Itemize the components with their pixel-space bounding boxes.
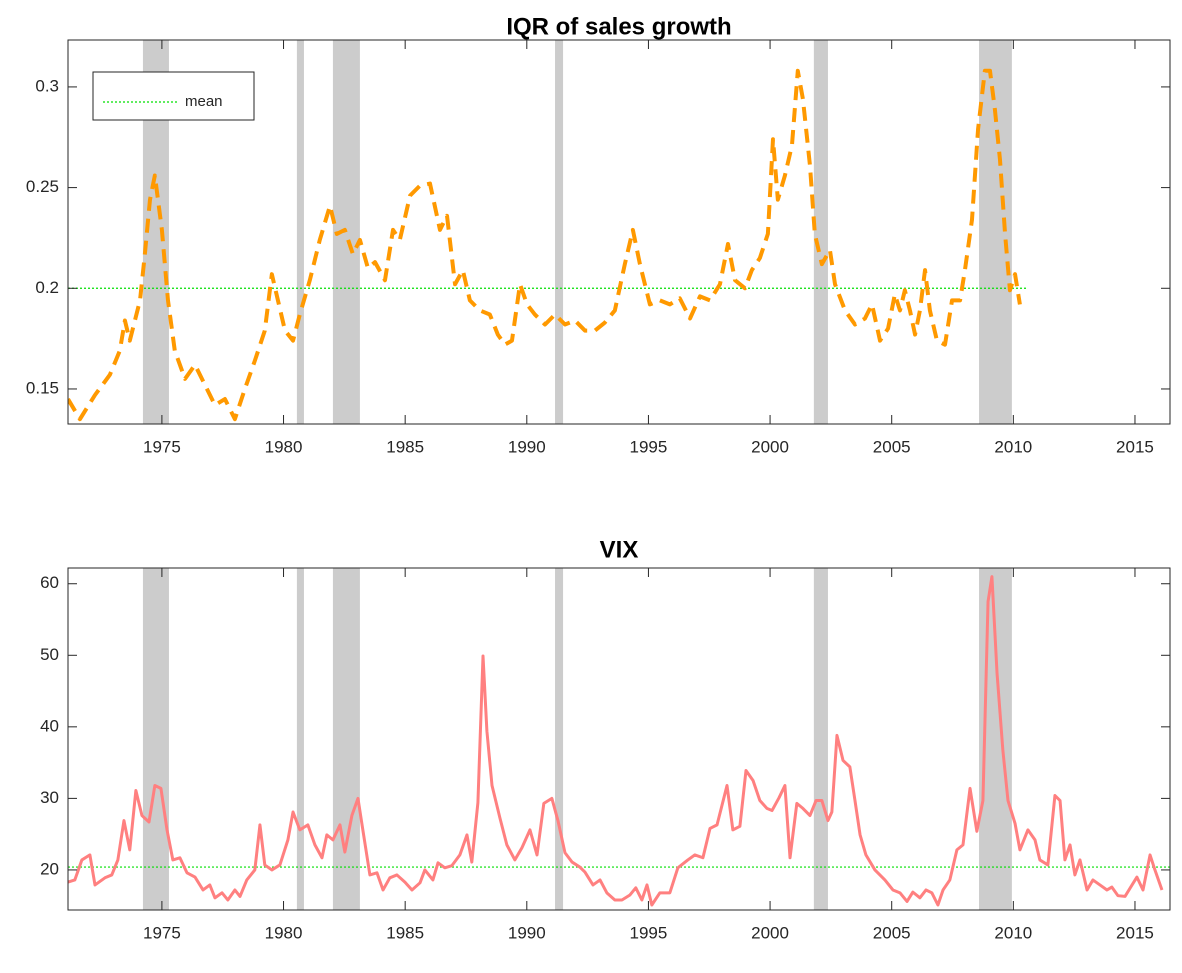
x-tick-label: 1995 bbox=[630, 437, 668, 456]
recession-band bbox=[332, 568, 360, 910]
x-tick-label: 1975 bbox=[143, 437, 181, 456]
x-tick-label: 2010 bbox=[994, 437, 1032, 456]
chart-title: IQR of sales growth bbox=[506, 13, 731, 40]
x-tick-label: 1985 bbox=[386, 437, 424, 456]
y-tick-label: 0.15 bbox=[26, 378, 59, 397]
x-tick-label: 2005 bbox=[873, 923, 911, 942]
y-tick-label: 30 bbox=[40, 788, 59, 807]
recession-band bbox=[555, 568, 564, 910]
data-line bbox=[68, 575, 1164, 907]
y-tick-label: 50 bbox=[40, 645, 59, 664]
legend-label: mean bbox=[185, 93, 223, 110]
recession-band bbox=[979, 40, 1012, 424]
x-tick-label: 2015 bbox=[1116, 437, 1154, 456]
x-tick-label: 1980 bbox=[265, 923, 303, 942]
axes-box bbox=[67, 567, 1171, 911]
data-line bbox=[68, 68, 1022, 422]
y-tick-label: 0.25 bbox=[26, 177, 59, 196]
y-tick-label: 20 bbox=[40, 859, 59, 878]
recession-band bbox=[813, 568, 828, 910]
y-tick-label: 60 bbox=[40, 573, 59, 592]
x-tick-label: 1990 bbox=[508, 923, 546, 942]
legend-box bbox=[92, 71, 255, 121]
x-tick-label: 1995 bbox=[630, 923, 668, 942]
axes-box bbox=[67, 39, 1171, 425]
x-tick-label: 2015 bbox=[1116, 923, 1154, 942]
x-tick-label: 2005 bbox=[873, 437, 911, 456]
y-tick-label: 0.2 bbox=[35, 278, 59, 297]
x-tick-label: 1980 bbox=[265, 437, 303, 456]
x-tick-label: 1975 bbox=[143, 923, 181, 942]
y-tick-label: 40 bbox=[40, 716, 59, 735]
x-tick-label: 2000 bbox=[751, 437, 789, 456]
x-tick-label: 2010 bbox=[994, 923, 1032, 942]
recession-band bbox=[555, 40, 564, 424]
recession-band bbox=[142, 568, 169, 910]
x-tick-label: 1990 bbox=[508, 437, 546, 456]
plot-area bbox=[68, 568, 1170, 910]
x-tick-label: 1985 bbox=[386, 923, 424, 942]
recession-band bbox=[813, 40, 828, 424]
y-tick-label: 0.3 bbox=[35, 76, 59, 95]
x-tick-label: 2000 bbox=[751, 923, 789, 942]
recession-band bbox=[296, 568, 304, 910]
recession-band bbox=[296, 40, 304, 424]
chart-title: VIX bbox=[600, 536, 639, 563]
